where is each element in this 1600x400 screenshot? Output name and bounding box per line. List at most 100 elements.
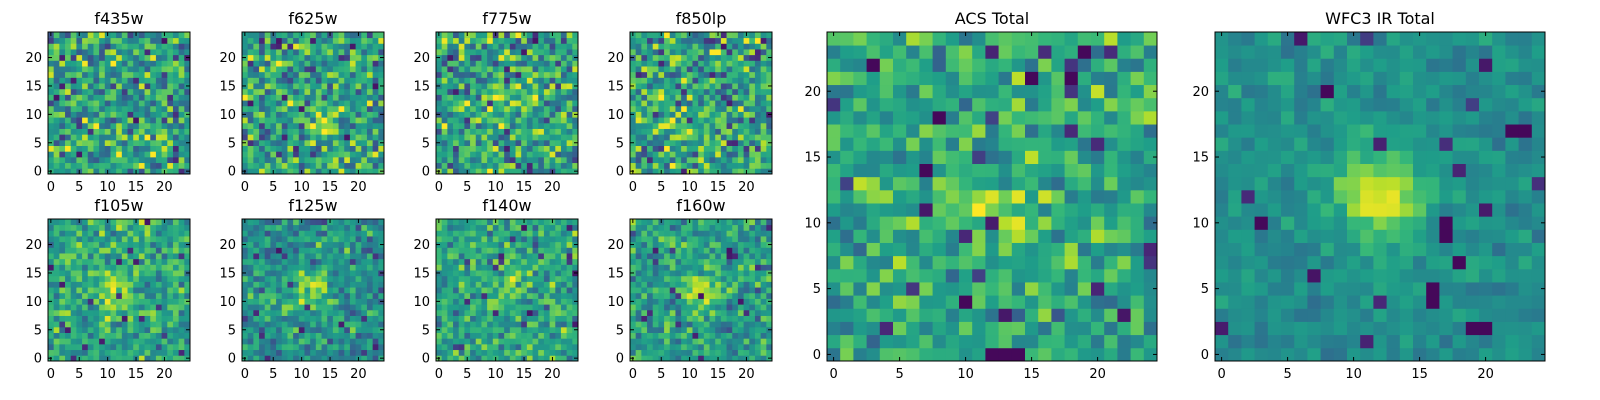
pixel-cell: [372, 355, 379, 362]
pixel-cell: [555, 332, 562, 339]
pixel-cell: [127, 287, 134, 294]
pixel-cell: [281, 224, 288, 231]
pixel-cell: [167, 156, 174, 164]
pixel-cell: [242, 77, 249, 84]
pixel-cell: [475, 66, 482, 73]
pixel-cell: [59, 292, 66, 299]
pixel-cell: [253, 332, 260, 339]
pixel-cell: [65, 241, 72, 248]
pixel-cell: [749, 321, 756, 328]
pixel-cell: [355, 128, 362, 135]
pixel-cell: [698, 270, 705, 277]
pixel-cell: [150, 145, 157, 152]
pixel-cell: [298, 332, 305, 339]
pixel-cell: [698, 151, 705, 158]
pixel-cell: [481, 71, 488, 78]
pixel-cell: [492, 151, 499, 158]
pixel-cell: [498, 83, 505, 90]
pixel-cell: [515, 32, 522, 39]
pixel-cell: [703, 128, 710, 135]
pixel-cell: [65, 253, 72, 260]
pixel-cell: [675, 162, 682, 169]
pixel-cell: [366, 66, 374, 73]
pixel-cell: [133, 100, 140, 107]
pixel-cell: [87, 264, 94, 271]
pixel-cell: [127, 128, 134, 135]
pixel-cell: [264, 77, 271, 84]
pixel-cell: [76, 241, 83, 248]
pixel-cell: [754, 54, 762, 61]
pixel-cell: [521, 156, 528, 164]
pixel-cell: [441, 309, 448, 316]
pixel-cell: [144, 304, 151, 311]
pixel-cell: [355, 43, 362, 50]
pixel-cell: [692, 66, 699, 73]
pixel-cell: [566, 66, 573, 73]
pixel-cell: [281, 338, 288, 345]
pixel-cell: [447, 100, 454, 107]
pixel-cell: [692, 298, 699, 305]
pixel-cell: [715, 54, 722, 61]
pixel-cell: [293, 105, 300, 112]
pixel-cell: [48, 309, 55, 316]
pixel-cell: [65, 32, 72, 39]
pixel-cell: [560, 162, 568, 169]
pixel-cell: [378, 60, 385, 67]
pixel-cell: [572, 281, 579, 288]
pixel-cell: [65, 94, 72, 101]
pixel-cell: [150, 88, 157, 95]
pixel-cell: [470, 349, 477, 356]
pixel-cell: [116, 219, 123, 226]
pixel-cell: [178, 117, 185, 124]
pixel-cell: [647, 304, 654, 311]
pixel-cell: [458, 338, 465, 345]
axes-frame: [241, 31, 385, 175]
pixel-cell: [543, 162, 550, 169]
pixel-cell: [447, 151, 454, 158]
pixel-cell: [167, 298, 174, 305]
pixel-cell: [378, 258, 385, 265]
pixel-cell: [549, 117, 556, 124]
pixel-cell: [298, 156, 305, 164]
pixel-cell: [144, 83, 151, 90]
pixel-cell: [355, 281, 362, 288]
x-tick-label: 20: [544, 367, 561, 382]
pixel-cell: [276, 100, 283, 107]
pixel-cell: [59, 122, 66, 129]
pixel-cell: [82, 60, 89, 67]
pixel-cell: [686, 343, 693, 351]
pixel-cell: [121, 71, 128, 78]
pixel-cell: [144, 287, 151, 294]
pixel-cell: [366, 156, 374, 164]
pixel-cell: [538, 162, 545, 169]
pixel-cell: [59, 111, 66, 118]
pixel-cell: [155, 83, 162, 90]
pixel-cell: [521, 77, 528, 84]
pixel-cell: [344, 281, 351, 288]
pixel-cell: [372, 105, 379, 112]
pixel-cell: [464, 43, 471, 50]
pixel-cell: [116, 49, 123, 56]
pixel-cell: [276, 298, 283, 305]
pixel-cell: [155, 236, 162, 243]
pixel-cell: [441, 168, 448, 175]
pixel-cell: [338, 139, 345, 146]
pixel-cell: [549, 275, 556, 282]
pixel-cell: [99, 343, 106, 351]
pixel-cell: [338, 326, 345, 333]
pixel-cell: [150, 162, 157, 169]
pixel-cell: [104, 49, 111, 56]
pixel-cell: [526, 304, 533, 311]
pixel-cell: [436, 88, 443, 95]
pixel-cell: [172, 151, 180, 158]
pixel-cell: [172, 145, 180, 152]
pixel-cell: [116, 326, 123, 333]
pixel-cell: [447, 338, 454, 345]
pixel-cell: [59, 37, 66, 44]
pixel-cell: [127, 292, 134, 299]
pixel-cell: [635, 304, 642, 311]
pixel-cell: [641, 43, 648, 50]
pixel-cell: [481, 60, 488, 67]
pixel-cell: [59, 162, 66, 169]
pixel-cell: [555, 77, 562, 84]
